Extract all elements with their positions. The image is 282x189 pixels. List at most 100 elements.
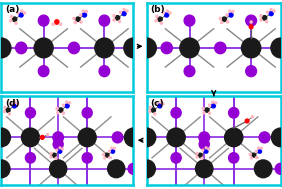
- Circle shape: [58, 149, 62, 153]
- Circle shape: [156, 103, 158, 105]
- Circle shape: [229, 13, 233, 17]
- Circle shape: [17, 103, 19, 105]
- Circle shape: [252, 153, 256, 157]
- Circle shape: [114, 147, 115, 149]
- Circle shape: [109, 150, 110, 152]
- Circle shape: [209, 104, 211, 106]
- Circle shape: [254, 160, 272, 178]
- Circle shape: [141, 163, 152, 174]
- Circle shape: [184, 66, 195, 77]
- Circle shape: [212, 101, 214, 103]
- Circle shape: [80, 14, 82, 16]
- Circle shape: [222, 17, 226, 21]
- Circle shape: [69, 42, 80, 54]
- Circle shape: [118, 20, 121, 23]
- Circle shape: [215, 102, 217, 104]
- Circle shape: [0, 38, 11, 58]
- Circle shape: [202, 108, 204, 110]
- Circle shape: [151, 108, 155, 112]
- Circle shape: [141, 42, 152, 54]
- Circle shape: [62, 112, 64, 114]
- Circle shape: [0, 42, 7, 54]
- Text: (a): (a): [5, 5, 20, 15]
- Circle shape: [249, 153, 251, 156]
- Circle shape: [52, 153, 56, 157]
- Circle shape: [113, 15, 115, 17]
- Circle shape: [69, 102, 70, 104]
- Circle shape: [25, 153, 36, 163]
- Circle shape: [25, 108, 36, 118]
- Circle shape: [111, 149, 114, 153]
- Circle shape: [195, 160, 213, 178]
- Text: (d): (d): [5, 99, 20, 108]
- Circle shape: [59, 147, 61, 149]
- Circle shape: [171, 108, 181, 118]
- Circle shape: [74, 21, 76, 24]
- Circle shape: [246, 15, 257, 26]
- Circle shape: [180, 38, 199, 58]
- Circle shape: [137, 38, 156, 58]
- Circle shape: [82, 108, 92, 118]
- Circle shape: [21, 128, 39, 147]
- Circle shape: [34, 38, 53, 58]
- Circle shape: [115, 16, 120, 20]
- Circle shape: [224, 128, 243, 147]
- Circle shape: [261, 147, 262, 149]
- Circle shape: [0, 132, 7, 143]
- Circle shape: [258, 149, 261, 153]
- Circle shape: [196, 156, 198, 158]
- Circle shape: [82, 10, 84, 12]
- Circle shape: [122, 12, 126, 16]
- Circle shape: [162, 12, 164, 14]
- Circle shape: [201, 157, 203, 159]
- Circle shape: [65, 101, 67, 103]
- Circle shape: [15, 22, 17, 24]
- Circle shape: [126, 10, 128, 12]
- Circle shape: [3, 110, 5, 112]
- Circle shape: [275, 163, 282, 174]
- Circle shape: [204, 149, 208, 153]
- Circle shape: [4, 106, 6, 108]
- Circle shape: [273, 10, 275, 12]
- Circle shape: [8, 113, 10, 115]
- Circle shape: [50, 152, 52, 154]
- Circle shape: [205, 147, 207, 149]
- Circle shape: [53, 132, 63, 143]
- Circle shape: [59, 108, 63, 112]
- Circle shape: [12, 104, 16, 108]
- Circle shape: [123, 9, 125, 11]
- Circle shape: [109, 156, 111, 159]
- Circle shape: [229, 10, 231, 12]
- Circle shape: [184, 15, 195, 26]
- Text: (c): (c): [151, 99, 164, 108]
- Circle shape: [60, 23, 62, 25]
- Circle shape: [6, 108, 10, 112]
- Circle shape: [241, 38, 261, 58]
- Circle shape: [260, 19, 262, 21]
- Circle shape: [262, 16, 267, 20]
- Circle shape: [17, 12, 19, 14]
- Circle shape: [120, 11, 122, 13]
- Circle shape: [19, 13, 23, 17]
- Circle shape: [208, 112, 211, 114]
- Circle shape: [0, 128, 10, 147]
- Circle shape: [138, 160, 155, 178]
- Circle shape: [65, 104, 69, 108]
- Circle shape: [250, 21, 252, 23]
- Circle shape: [47, 134, 49, 136]
- Text: (b): (b): [151, 5, 165, 15]
- Circle shape: [255, 150, 257, 152]
- Circle shape: [272, 128, 282, 147]
- Circle shape: [38, 15, 49, 26]
- Circle shape: [124, 128, 142, 147]
- Circle shape: [38, 66, 49, 77]
- Circle shape: [112, 132, 123, 143]
- Circle shape: [203, 112, 205, 114]
- Circle shape: [56, 149, 58, 151]
- Circle shape: [226, 21, 228, 23]
- Circle shape: [271, 38, 282, 58]
- Circle shape: [258, 147, 259, 149]
- Circle shape: [82, 153, 92, 163]
- Circle shape: [259, 163, 270, 174]
- Circle shape: [128, 42, 139, 54]
